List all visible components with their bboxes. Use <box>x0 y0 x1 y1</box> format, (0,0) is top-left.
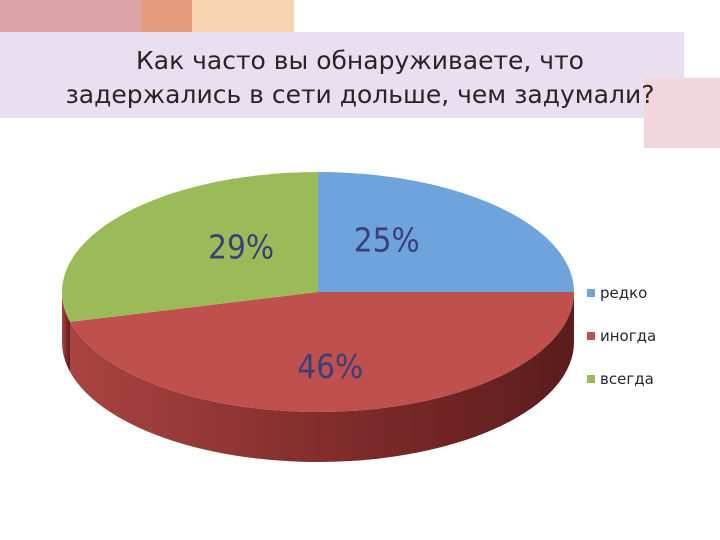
pie-side-3 <box>62 292 71 372</box>
chart-legend: редко иногда всегда <box>587 284 656 388</box>
pie-slice-1 <box>318 172 574 292</box>
legend-swatch-2 <box>587 332 595 340</box>
data-label-1: 25% <box>354 220 420 259</box>
pie-slice-3 <box>61 172 318 322</box>
legend-label-2: иногда <box>600 327 656 345</box>
pie-side-wall <box>62 292 574 463</box>
legend-swatch-3 <box>587 375 595 383</box>
decor-block-pink <box>644 78 720 148</box>
title-band <box>0 32 684 118</box>
data-label-3: 29% <box>208 227 274 266</box>
pie-slice-2 <box>70 292 574 412</box>
data-label-2: 46% <box>297 347 363 386</box>
pie-slices <box>61 172 574 412</box>
pie-data-labels: 25% 46% 29% <box>208 220 420 385</box>
legend-label-3: всегда <box>600 370 654 388</box>
page-title: Как часто вы обнаруживаете, что задержал… <box>65 46 655 109</box>
legend-label-1: редко <box>600 284 647 302</box>
legend-swatch-1 <box>587 289 595 297</box>
pie-side-2 <box>70 292 574 463</box>
